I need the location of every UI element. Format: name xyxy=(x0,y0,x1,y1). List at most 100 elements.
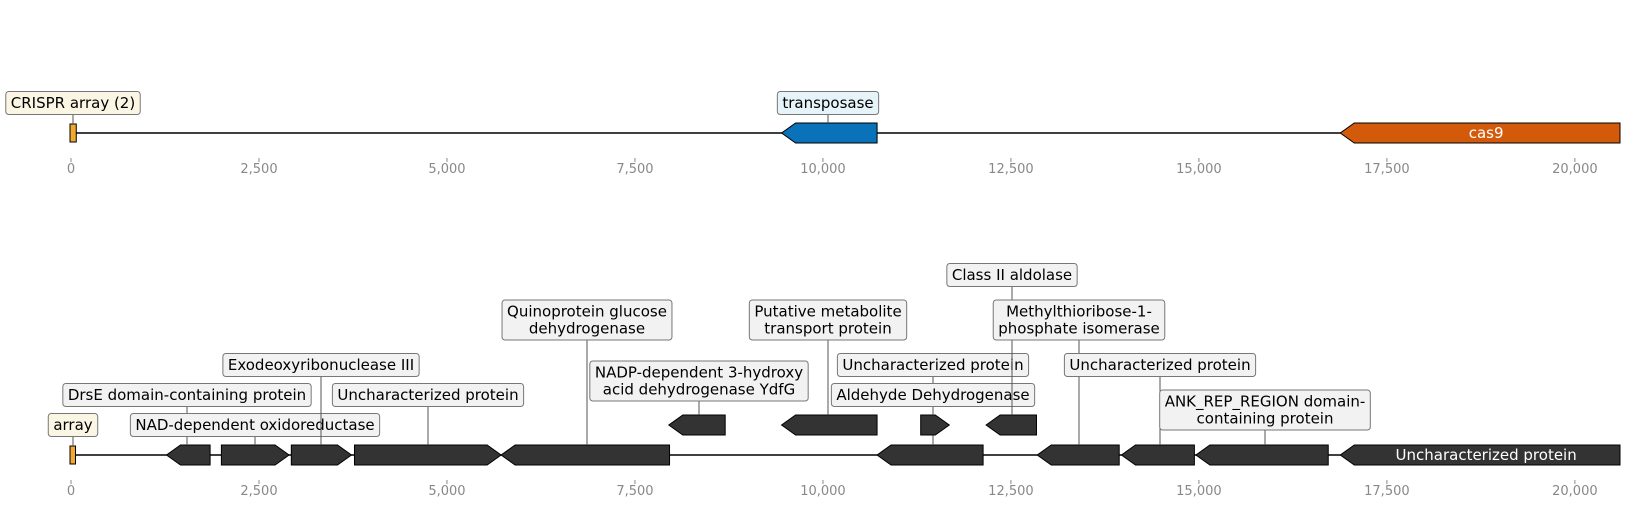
feature-label: Class II aldolase xyxy=(952,266,1072,284)
feature-nad-oxidoreductase: NAD-dependent oxidoreductase xyxy=(129,413,381,466)
feature-array: array xyxy=(47,413,99,465)
label-box xyxy=(62,383,312,407)
feature-label-line: dehydrogenase xyxy=(529,320,645,338)
label-box xyxy=(5,91,141,115)
axis-tick-label: 17,500 xyxy=(1364,162,1410,177)
feature-uncharacterized-3: Uncharacterized protein xyxy=(1063,353,1257,466)
axis-tick-label: 7,500 xyxy=(616,484,653,499)
feature-label: NADP-dependent 3-hydroxy acid dehydrogena… xyxy=(595,364,803,399)
feature-class2-aldolase: Class II aldolase xyxy=(946,263,1078,436)
feature-label-line: Quinoprotein glucose xyxy=(507,303,667,321)
axis-tick-label: 12,500 xyxy=(988,484,1034,499)
gene-inner-label: cas9 xyxy=(1469,124,1504,142)
label-box xyxy=(501,299,673,341)
label-box xyxy=(830,383,1036,407)
feature-label: Methylthioribose-1-phosphate isomerase xyxy=(998,303,1160,338)
feature-label: Exodeoxyribonuclease III xyxy=(228,356,414,374)
feature-label: Uncharacterized protein xyxy=(842,356,1023,374)
label-box xyxy=(748,299,908,341)
axis-tick-label: 17,500 xyxy=(1364,484,1410,499)
gene-arrow xyxy=(876,444,984,466)
feature-label: Uncharacterized protein xyxy=(337,386,518,404)
label-box xyxy=(47,413,99,437)
bottom-track: 0 2,500 5,000 7,500 10,000 12,500 15,000 17,500… xyxy=(47,263,1621,499)
gene-arrow xyxy=(1120,444,1195,466)
axis-tick-label: 10,000 xyxy=(800,162,846,177)
feature-label-line: Methylthioribose-1- xyxy=(1006,303,1152,321)
label-box xyxy=(1063,353,1257,377)
axis-tick-label: 20,000 xyxy=(1552,484,1598,499)
gene-arrow xyxy=(165,444,211,466)
feature-cas9: cas9 xyxy=(1339,122,1621,144)
feature-label: Quinoprotein glucose dehydrogenase xyxy=(507,303,667,338)
gene-arrow xyxy=(1036,444,1120,466)
gene-arrow xyxy=(353,444,502,466)
feature-label: CRISPR array (2) xyxy=(11,94,135,112)
label-box xyxy=(946,263,1078,287)
axis-tick-label: 20,000 xyxy=(1552,162,1598,177)
label-box xyxy=(992,299,1166,341)
axis-tick-label: 15,000 xyxy=(1176,162,1222,177)
feature-label-line: acid dehydrogenase YdfG xyxy=(603,381,795,399)
crispr-array-mark xyxy=(69,445,77,465)
axis-tick-label: 7,500 xyxy=(616,162,653,177)
feature-quinoprotein: Quinoprotein glucose dehydrogenase xyxy=(500,299,673,466)
label-box xyxy=(222,353,420,377)
axis-tick-label: 5,000 xyxy=(428,162,465,177)
feature-label-line: phosphate isomerase xyxy=(998,320,1160,338)
feature-nadp-ydfg: NADP-dependent 3-hydroxy acid dehydrogena… xyxy=(589,360,809,436)
feature-label-line: Putative metabolite xyxy=(754,303,901,321)
gene-inner-label: Uncharacterized protein xyxy=(1396,446,1577,464)
feature-label-line: transport protein xyxy=(764,320,891,338)
feature-uncharacterized-1: Uncharacterized protein xyxy=(331,383,525,466)
axis-tick-label: 0 xyxy=(67,162,75,177)
top-axis: 0 2,500 5,000 7,500 10,000 12,500 15,000 17,500… xyxy=(67,158,1598,177)
axis-tick-label: 2,500 xyxy=(240,162,277,177)
feature-exodeoxyribonuclease: Exodeoxyribonuclease III xyxy=(222,353,420,466)
feature-label: Uncharacterized protein xyxy=(1069,356,1250,374)
gene-arrow xyxy=(667,414,726,436)
label-box xyxy=(589,360,809,402)
gene-arrow xyxy=(290,444,353,466)
gene-arrow xyxy=(780,122,878,144)
bottom-axis: 0 2,500 5,000 7,500 10,000 12,500 15,000 17,500… xyxy=(67,480,1598,499)
feature-aldehyde-dh: Aldehyde Dehydrogenase xyxy=(830,383,1036,436)
feature-methylthioribose: Methylthioribose-1-phosphate isomerase xyxy=(992,299,1166,466)
feature-label-line: ANK_REP_REGION domain- xyxy=(1165,393,1366,412)
axis-tick-label: 15,000 xyxy=(1176,484,1222,499)
axis-tick-label: 0 xyxy=(67,484,75,499)
label-box xyxy=(776,91,880,115)
gene-arrow xyxy=(780,414,878,436)
axis-tick-label: 12,500 xyxy=(988,162,1034,177)
axis-tick-label: 2,500 xyxy=(240,484,277,499)
feature-ank-rep: ANK_REP_REGION domain-containing protein xyxy=(1159,389,1371,466)
feature-label-line: containing protein xyxy=(1197,410,1334,428)
gene-arrow xyxy=(220,444,290,466)
feature-uncharacterized-4: Uncharacterized protein xyxy=(1339,444,1621,466)
axis-tick-label: 10,000 xyxy=(800,484,846,499)
feature-label: DrsE domain-containing protein xyxy=(68,386,306,404)
feature-label: transposase xyxy=(782,94,873,112)
feature-label: Aldehyde Dehydrogenase xyxy=(836,386,1029,404)
gene-arrow xyxy=(985,414,1037,436)
label-box xyxy=(331,383,525,407)
feature-label: array xyxy=(53,416,92,434)
label-box xyxy=(1159,389,1371,431)
gene-arrow xyxy=(500,444,671,466)
crispr-array-mark xyxy=(69,123,77,143)
gene-arrow xyxy=(920,414,951,436)
feature-label: ANK_REP_REGION domain-containing protein xyxy=(1165,393,1366,428)
gene-arrow xyxy=(1195,444,1329,466)
feature-transposase: transposase xyxy=(776,91,880,144)
axis-tick-label: 5,000 xyxy=(428,484,465,499)
feature-label: NAD-dependent oxidoreductase xyxy=(135,416,374,434)
gene-arrow xyxy=(1339,444,1621,466)
gene-arrow xyxy=(1339,122,1621,144)
feature-label-line: NADP-dependent 3-hydroxy xyxy=(595,364,803,382)
feature-putative-metabolite: Putative metabolite transport protein xyxy=(748,299,908,436)
label-box xyxy=(836,353,1030,377)
top-track: 0 2,500 5,000 7,500 10,000 12,500 15,000 17,500… xyxy=(5,91,1621,177)
label-box xyxy=(129,413,381,437)
feature-crispr-array: CRISPR array (2) xyxy=(5,91,141,143)
